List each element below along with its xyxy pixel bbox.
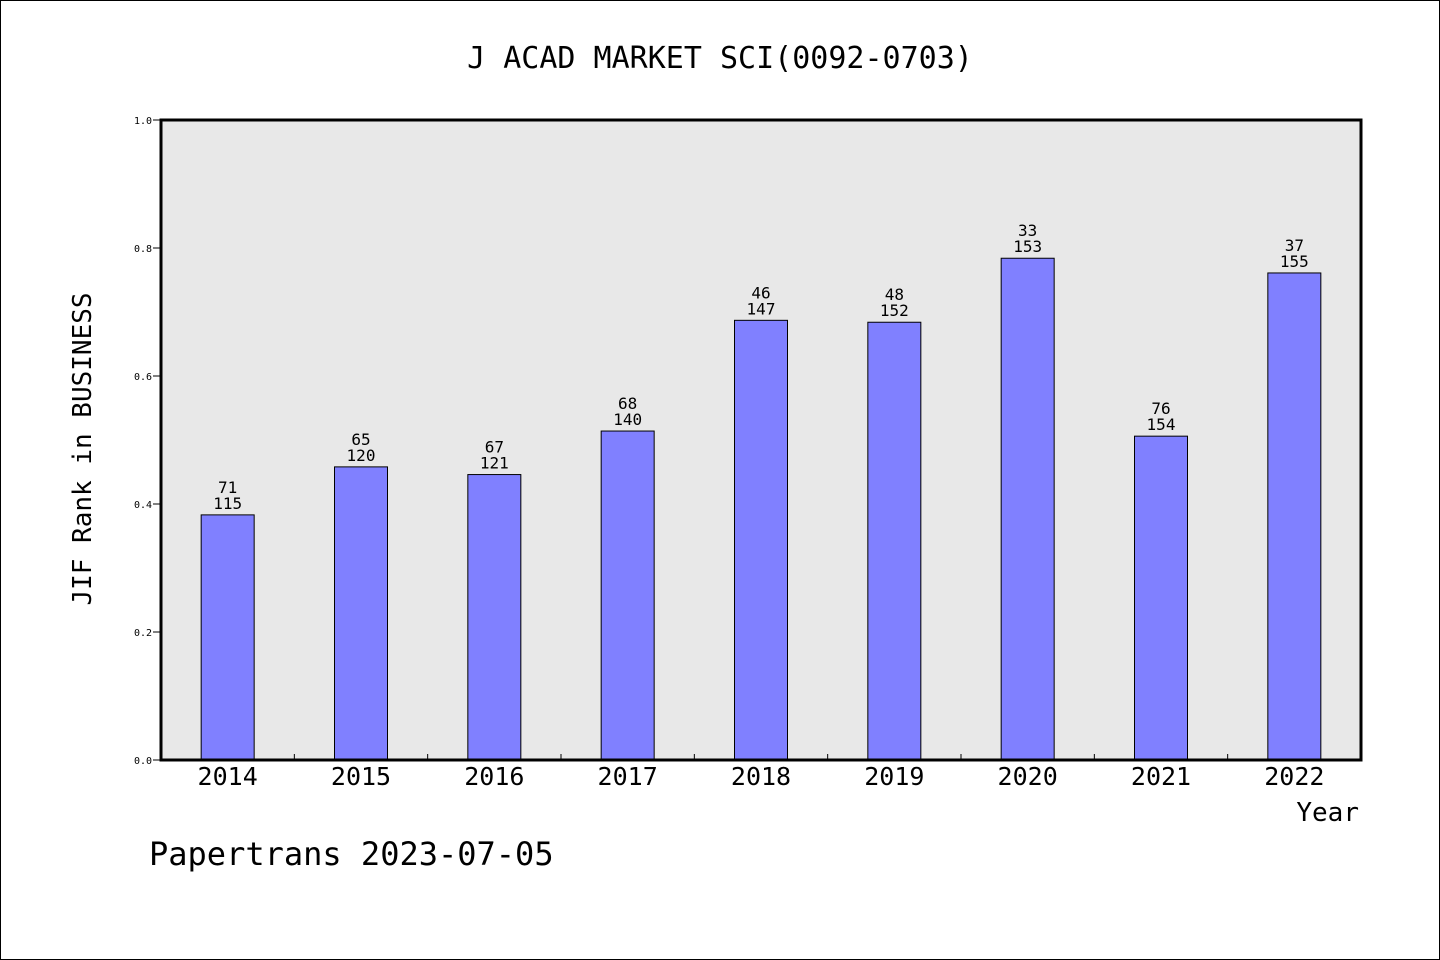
bar [1134, 435, 1188, 761]
bar-rank-label: 76 [1151, 399, 1170, 418]
bar-rank-label: 65 [351, 430, 370, 449]
x-tick-label: 2015 [331, 762, 391, 791]
bar-total-label: 155 [1280, 252, 1309, 271]
bar [467, 474, 522, 761]
x-tick-label: 2020 [998, 762, 1058, 791]
bar-total-label: 153 [1013, 237, 1042, 256]
bar-total-label: 120 [347, 446, 376, 465]
x-tick-label: 2016 [464, 762, 524, 791]
chart-title: J ACAD MARKET SCI(0092-0703) [467, 41, 973, 76]
bar-rank-label: 68 [618, 394, 637, 413]
y-tick-label: 0.2 [134, 628, 152, 639]
y-tick-label: 0.8 [134, 244, 152, 255]
bar [200, 514, 255, 761]
bar-rank-label: 67 [485, 438, 504, 457]
y-axis-title: JIF Rank in BUSINESS [68, 292, 98, 605]
x-tick-label: 2021 [1131, 762, 1191, 791]
bar-total-label: 121 [480, 454, 509, 473]
bar [600, 430, 655, 761]
bar-rank-label: 48 [885, 285, 904, 304]
bar [1000, 257, 1055, 761]
bar [867, 321, 922, 761]
bar-rank-label: 71 [218, 478, 237, 497]
y-tick-label: 1.0 [134, 116, 152, 127]
x-tick-label: 2018 [731, 762, 791, 791]
x-tick-label: 2017 [598, 762, 658, 791]
bar-total-label: 154 [1147, 415, 1176, 434]
bar [1267, 272, 1322, 761]
bar-total-label: 115 [213, 494, 242, 513]
x-tick-label: 2022 [1264, 762, 1324, 791]
x-tick-label: 2019 [864, 762, 924, 791]
y-tick-label: 0.0 [134, 756, 152, 767]
bar-rank-label: 33 [1018, 221, 1037, 240]
x-tick-label: 2014 [198, 762, 258, 791]
bar [734, 319, 788, 761]
y-tick-label: 0.6 [134, 372, 152, 383]
bar-total-label: 152 [880, 301, 909, 320]
x-axis: 2014 2015 2016 2017 2018 2019 2020 2021 2022 [198, 754, 1324, 791]
bar-total-label: 147 [747, 299, 776, 318]
y-axis: 0.0 0.2 0.4 0.6 0.8 1.0 [134, 116, 161, 767]
y-tick-label: 0.4 [134, 500, 152, 511]
plot-border [159, 118, 1363, 762]
bar-rank-label: 37 [1285, 236, 1304, 255]
bar-total-label: 140 [613, 410, 642, 429]
footer-text: Papertrans 2023-07-05 [149, 835, 554, 873]
x-axis-title: Year [1296, 798, 1359, 828]
bar [334, 466, 388, 761]
bar-rank-label: 46 [751, 283, 770, 302]
